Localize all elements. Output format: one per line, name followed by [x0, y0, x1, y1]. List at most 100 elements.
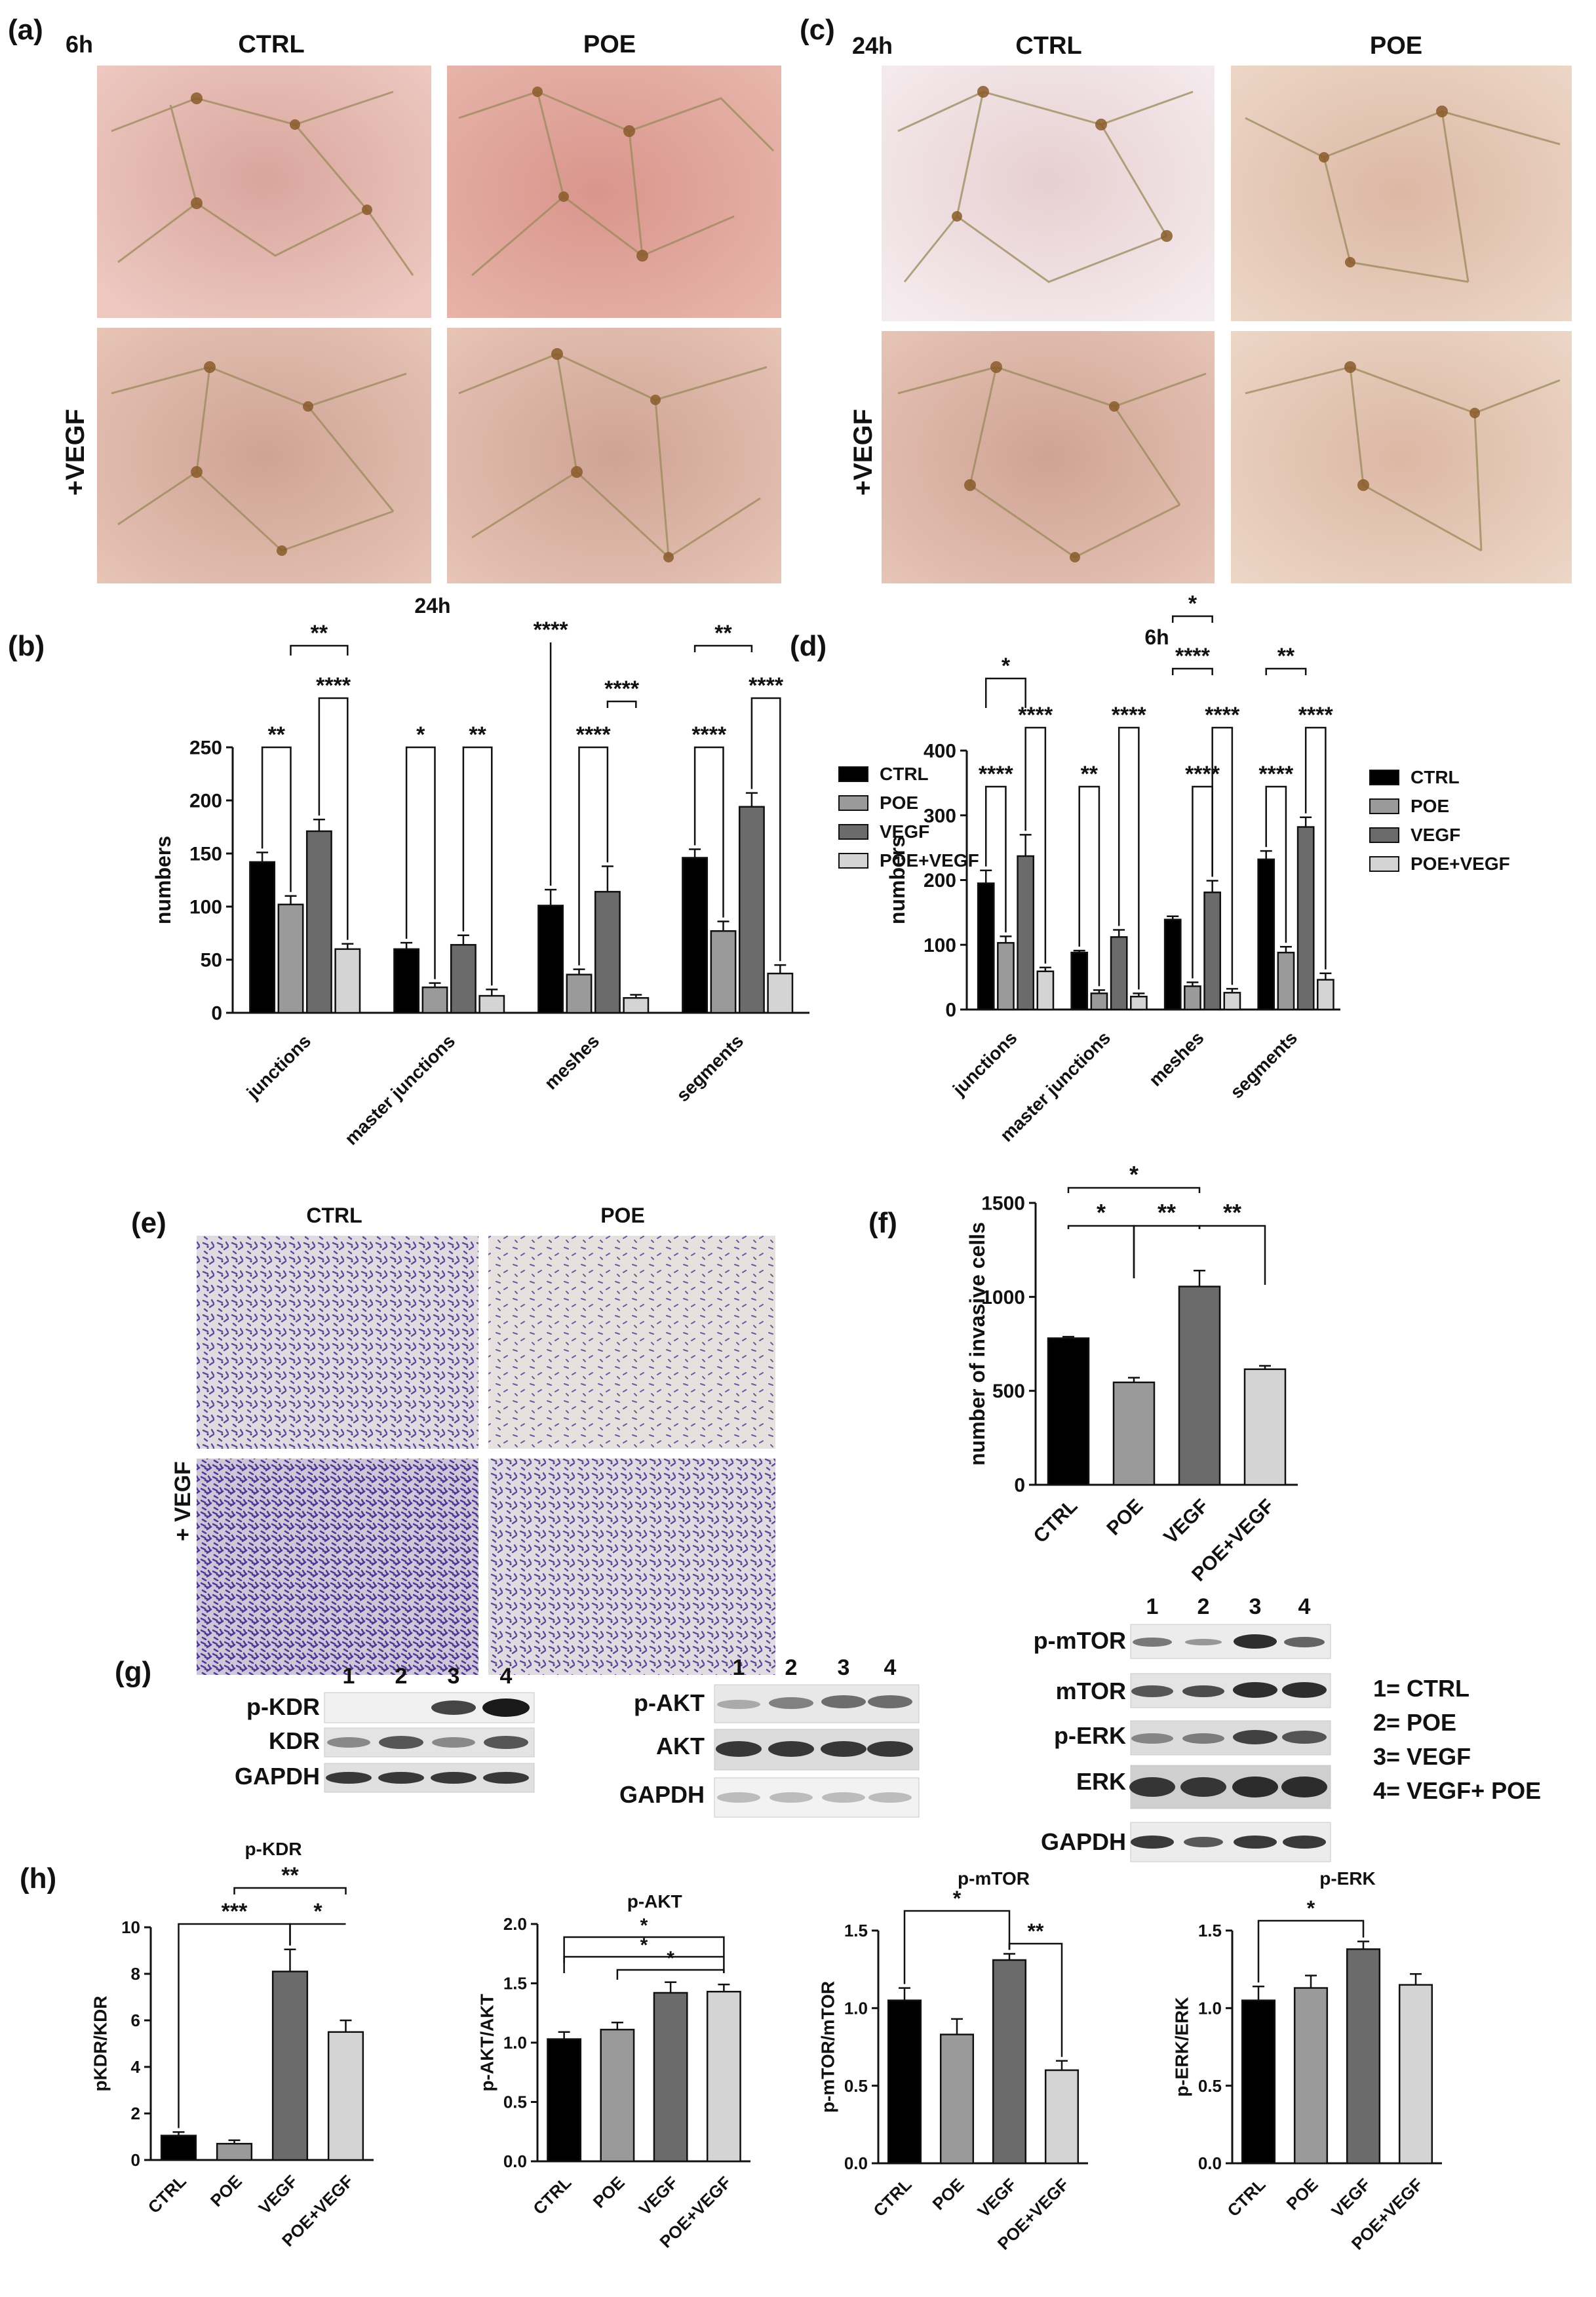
x-tick-label: VEGF [1327, 2174, 1374, 2221]
transwell-ctrl [197, 1236, 478, 1449]
bar [682, 857, 709, 1014]
bar [1017, 855, 1035, 1011]
panel-letter-h: (h) [20, 1862, 56, 1895]
x-tick-label: POE [206, 2171, 246, 2210]
significance-bracket [1198, 1225, 1266, 1285]
significance-label: ** [1223, 1199, 1241, 1226]
panel-letter-b: (b) [8, 630, 45, 662]
significance-bracket [1133, 1225, 1201, 1278]
significance-label: **** [979, 762, 1014, 787]
blot-row-label: p-mTOR [1034, 1627, 1126, 1654]
significance-bracket [903, 1910, 1011, 1984]
y-tick-label: 0.0 [1198, 2153, 1222, 2173]
panel-d-top-label: 6h [1144, 625, 1169, 649]
panel-a-col-ctrl: CTRL [238, 31, 304, 58]
significance-label: ** [268, 722, 286, 747]
panel-e-col-poe: POE [600, 1204, 645, 1227]
panel-c-time: 24h [852, 32, 893, 59]
panel-e: (e) CTRL POE + VEGF [131, 1204, 775, 1675]
panel-letter-f: (f) [868, 1207, 897, 1239]
significance-bracket [750, 697, 781, 962]
x-tick-label: CTRL [869, 2174, 915, 2220]
significance-label: * [1307, 1896, 1315, 1920]
x-tick-label: POE [929, 2174, 968, 2214]
legend-swatch [1369, 827, 1399, 843]
lane-number: 2 [785, 1655, 798, 1680]
bar [450, 944, 477, 1014]
panel-c-col-poe: POE [1370, 32, 1422, 60]
significance-bracket [1024, 726, 1047, 964]
panel-a-time: 6h [66, 31, 93, 58]
micrograph-a-poe-vegf [447, 328, 781, 583]
bar [1203, 892, 1222, 1011]
legend-label: VEGF [880, 821, 929, 842]
y-tick-label: 0.5 [844, 2076, 868, 2096]
chart-title: p-KDR [244, 1839, 302, 1859]
bar [600, 2028, 635, 2163]
legend-swatch [1369, 798, 1399, 814]
chart-title: p-mTOR [958, 1868, 1030, 1889]
panel-a-col-poe: POE [583, 31, 636, 58]
significance-bracket [1265, 785, 1287, 943]
y-axis-label: p-ERK/ERK [1171, 1997, 1192, 2096]
micrograph-c-poe-vegf [1231, 331, 1572, 583]
bar [1293, 1987, 1329, 2165]
y-tick-label: 1.5 [503, 1974, 527, 1993]
y-tick-label: 100 [924, 935, 956, 956]
significance-bracket [578, 746, 609, 966]
chart-h-pmtor: 0.0 0.5 1.0 1.5 p-mTOR p-mTOR/mTOR CTRL POE VEGF… [817, 1868, 1088, 2254]
x-tick-label: CTRL [144, 2171, 190, 2217]
significance-label: ** [1028, 1919, 1044, 1943]
y-tick-label: 1.0 [844, 1998, 868, 2018]
significance-bracket [261, 746, 292, 892]
bar [997, 942, 1015, 1011]
legend-label: POE+VEGF [1411, 854, 1510, 874]
bar [478, 994, 505, 1014]
significance-bracket [606, 700, 637, 708]
bar [1112, 1381, 1156, 1486]
x-tick-label: VEGF [1159, 1495, 1213, 1548]
significance-bracket [984, 785, 1007, 933]
significance-bracket [290, 644, 349, 656]
y-tick-label: 4 [131, 2057, 141, 2077]
y-tick-label: 500 [992, 1381, 1025, 1402]
bar [327, 2031, 364, 2161]
significance-bracket [1304, 726, 1327, 970]
lane-number: 3 [448, 1664, 460, 1689]
bar [594, 891, 621, 1014]
significance-label: * [1097, 1199, 1106, 1226]
panel-g: (g) 1 2 3 4 p-KDR KDR GAPDH 1 2 3 [115, 1594, 1541, 1862]
significance-label: * [953, 1887, 962, 1910]
y-tick-label: 0 [1014, 1475, 1025, 1497]
significance-bracket [405, 746, 436, 979]
significance-label: * [640, 1915, 648, 1936]
lane-number: 4 [1298, 1594, 1311, 1619]
bar [249, 861, 276, 1014]
legend-label: POE+VEGF [880, 850, 979, 871]
lane-key-item: 3= VEGF [1373, 1743, 1471, 1770]
y-axis-label: numbers [151, 836, 175, 924]
micrograph-c-ctrl-vegf [882, 331, 1215, 583]
panel-f: (f) 0 500 1000 1500 number of invasive cells… [868, 1161, 1298, 1586]
bar [1398, 1984, 1433, 2165]
bar [1317, 979, 1334, 1011]
significance-bracket [616, 1969, 725, 1980]
bar [305, 830, 332, 1014]
x-tick-label: meshes [541, 1031, 604, 1093]
significance-label: **** [604, 677, 640, 701]
panel-e-row-vegf: + VEGF [170, 1461, 195, 1541]
bar [1178, 1286, 1221, 1486]
significance-label: **** [576, 722, 612, 747]
panel-e-col-ctrl: CTRL [306, 1204, 362, 1227]
x-tick-label: POE [1102, 1495, 1147, 1540]
blot-row-label: p-ERK [1054, 1722, 1126, 1749]
y-tick-label: 0 [211, 1003, 222, 1025]
x-tick-label: VEGF [635, 2172, 682, 2219]
bar [1044, 2069, 1080, 2165]
significance-bracket [984, 677, 1026, 708]
bar [1163, 918, 1182, 1011]
blot-mtor-erk: 1 2 3 4 p-mTOR mTOR p-ERK ERK GAPDH [1034, 1594, 1331, 1862]
panel-letter-e: (e) [131, 1207, 166, 1239]
bar [393, 948, 420, 1014]
y-tick-label: 250 [189, 737, 222, 759]
